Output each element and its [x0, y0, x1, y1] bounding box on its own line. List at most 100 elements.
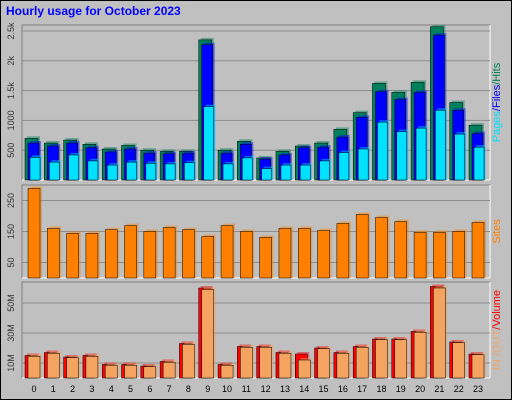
legend-entry: Volume — [491, 290, 503, 327]
bar — [87, 160, 99, 181]
bar — [242, 157, 253, 181]
bar — [203, 106, 214, 181]
bar — [182, 344, 195, 379]
bar — [66, 233, 79, 279]
x-tick-label: 23 — [473, 384, 483, 394]
bar — [375, 339, 388, 379]
legend: IN /OUT/Volume — [491, 290, 503, 370]
bar — [394, 339, 408, 379]
bar — [164, 163, 176, 181]
bar — [85, 233, 99, 279]
legend-entry: Pages — [491, 111, 503, 143]
x-tick-label: 9 — [205, 384, 210, 394]
x-tick-label: 19 — [396, 384, 406, 394]
bar — [124, 225, 137, 279]
bar — [47, 353, 60, 379]
bar — [240, 347, 253, 379]
bar — [454, 133, 465, 181]
bar — [106, 164, 118, 181]
bar — [27, 356, 41, 379]
y-tick-label: 30M — [6, 324, 16, 342]
x-tick-label: 16 — [338, 384, 348, 394]
bar — [85, 356, 99, 379]
bar — [261, 168, 272, 181]
y-tick-label: 2k — [6, 56, 16, 66]
bar — [473, 146, 485, 181]
bar — [317, 230, 330, 279]
bar — [415, 127, 427, 181]
bar — [124, 365, 137, 379]
x-tick-label: 4 — [109, 384, 114, 394]
x-tick-label: 17 — [357, 384, 367, 394]
bar — [338, 152, 350, 181]
x-tick-label: 10 — [222, 384, 232, 394]
x-tick-label: 21 — [434, 384, 444, 394]
y-tick-label: 250 — [6, 193, 16, 208]
bar — [280, 164, 292, 181]
legend-separator: / — [491, 326, 503, 330]
bar — [162, 227, 176, 279]
bar — [336, 223, 350, 279]
bar — [220, 225, 234, 279]
bar — [394, 221, 408, 279]
bar — [278, 353, 292, 379]
bar — [259, 237, 272, 279]
x-tick-label: 3 — [89, 384, 94, 394]
x-tick-label: 6 — [147, 384, 152, 394]
legend-entry: IN /OUT — [491, 329, 503, 370]
bar — [435, 110, 446, 181]
y-tick-label: 1000 — [6, 110, 16, 130]
bar — [240, 231, 253, 279]
bar — [126, 161, 137, 181]
x-tick-label: 13 — [280, 384, 290, 394]
x-tick-label: 5 — [128, 384, 133, 394]
bar — [317, 348, 330, 379]
y-tick-label: 500 — [6, 143, 16, 158]
bar — [201, 236, 214, 279]
y-tick-label: 2.5k — [6, 22, 16, 40]
bar — [143, 366, 157, 379]
y-tick-label: 50M — [6, 294, 16, 312]
bar — [29, 157, 41, 181]
bar — [143, 231, 157, 279]
bar — [222, 163, 234, 181]
y-tick-label: 150 — [6, 224, 16, 239]
bar — [396, 131, 408, 181]
bar — [184, 162, 195, 181]
bar — [220, 365, 234, 379]
bar — [355, 214, 369, 279]
bar — [298, 359, 311, 379]
bar — [433, 287, 446, 379]
bar — [471, 354, 485, 379]
bar — [300, 164, 311, 181]
bar — [49, 161, 60, 181]
legend: Pages/Files/Hits — [491, 62, 503, 142]
bar — [162, 362, 176, 379]
x-tick-label: 15 — [319, 384, 329, 394]
x-tick-label: 20 — [415, 384, 425, 394]
x-tick-label: 12 — [261, 384, 271, 394]
bar — [68, 154, 79, 181]
bar — [452, 231, 465, 279]
x-tick-label: 11 — [242, 384, 251, 394]
bar — [104, 365, 118, 379]
legend-entry: Files — [491, 84, 503, 108]
x-tick-label: 8 — [186, 384, 191, 394]
bar — [377, 121, 388, 181]
legend-separator: / — [491, 107, 503, 111]
bar — [298, 228, 311, 279]
legend: Sites — [491, 219, 503, 244]
legend-entry: Sites — [491, 219, 503, 244]
bar — [336, 353, 350, 379]
x-tick-label: 1 — [51, 384, 56, 394]
chart-title: Hourly usage for October 2023 — [6, 4, 181, 18]
bar — [201, 289, 214, 379]
bar — [413, 232, 427, 279]
bar — [357, 148, 369, 181]
y-tick-label: 1.5k — [6, 82, 16, 100]
y-tick-label: 50 — [6, 257, 16, 267]
bar — [319, 160, 330, 181]
bar — [47, 228, 60, 279]
bar — [433, 232, 446, 279]
